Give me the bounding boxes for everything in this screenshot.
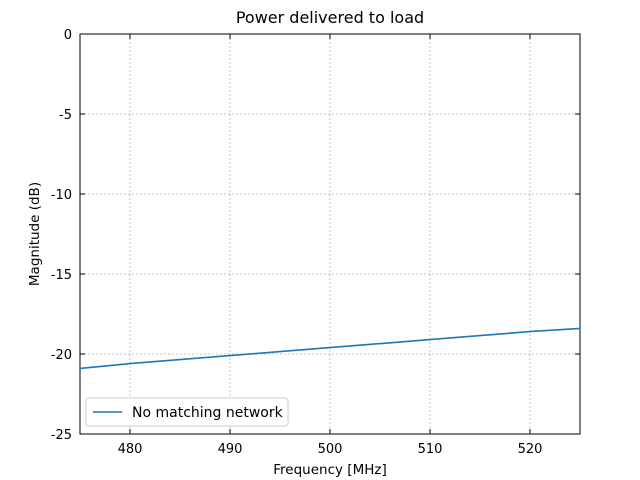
- legend-label: No matching network: [132, 405, 284, 421]
- x-axis: 480 490 500 510 520: [118, 34, 543, 457]
- x-tick-label: 480: [118, 442, 143, 457]
- x-tick-label: 520: [518, 442, 543, 457]
- grid: [80, 34, 580, 434]
- y-tick-label: -20: [51, 348, 72, 363]
- y-tick-label: -25: [51, 428, 72, 443]
- legend: No matching network: [86, 398, 288, 426]
- x-tick-label: 510: [418, 442, 443, 457]
- x-tick-label: 490: [218, 442, 243, 457]
- y-tick-label: -15: [51, 268, 72, 283]
- y-tick-label: -10: [51, 188, 72, 203]
- chart-title: Power delivered to load: [236, 8, 424, 27]
- x-axis-label: Frequency [MHz]: [273, 462, 386, 478]
- y-tick-label: 0: [64, 28, 72, 43]
- y-axis-label: Magnitude (dB): [27, 182, 43, 286]
- y-tick-label: -5: [59, 108, 72, 123]
- x-tick-label: 500: [318, 442, 343, 457]
